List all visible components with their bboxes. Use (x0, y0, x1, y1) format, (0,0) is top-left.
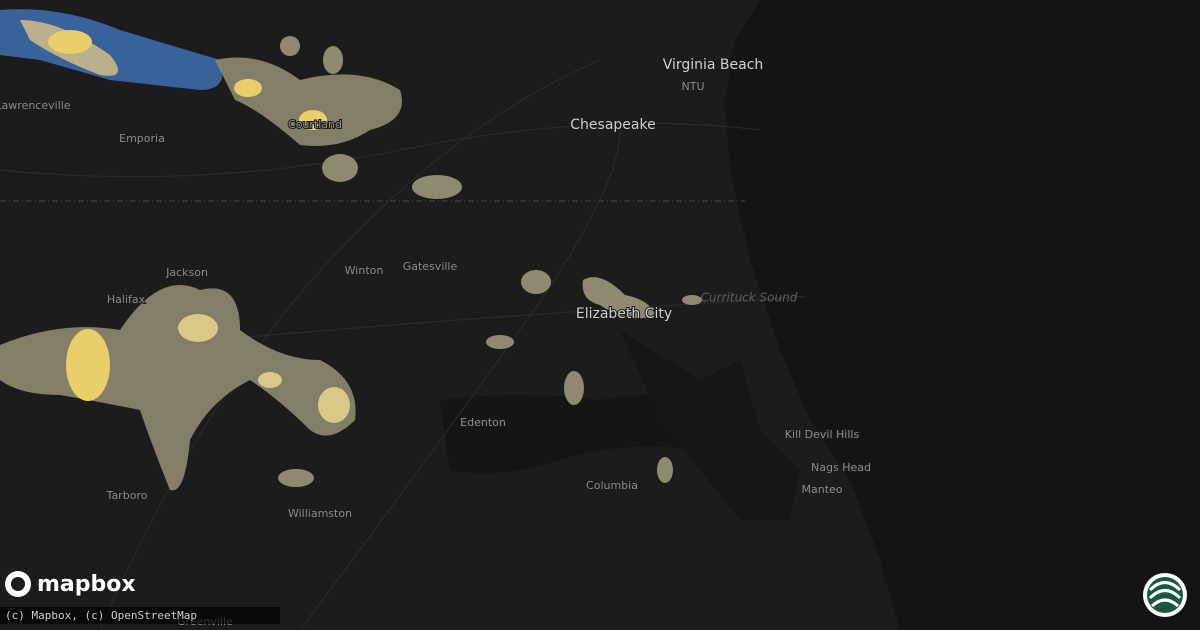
attribution-box (0, 607, 280, 624)
brand-badge (1143, 573, 1187, 617)
place-labels: Virginia Beach NTU Chesapeake Lawrenceville… (0, 56, 872, 629)
place-label: Emporia (119, 132, 165, 145)
logo-icon (11, 577, 25, 591)
radar-precipitation (0, 9, 702, 491)
place-label: Virginia Beach (663, 57, 764, 73)
ocean (725, 0, 1200, 630)
place-label: Currituck Sound (701, 291, 798, 305)
mapbox-logo: mapbox (5, 571, 136, 597)
place-label: Kill Devil Hills (785, 428, 860, 441)
place-label: NTU (682, 80, 705, 93)
place-label: Columbia (586, 479, 638, 492)
place-label: Jackson (165, 266, 208, 279)
logo-text: mapbox (37, 572, 136, 597)
sound-water (440, 394, 720, 474)
place-label: Tarboro (106, 489, 148, 502)
place-label: Nags Head (811, 461, 871, 474)
place-label: Lawrenceville (0, 99, 71, 112)
attribution[interactable]: (c) Mapbox, (c) OpenStreetMap (5, 609, 197, 622)
place-label: Williamston (288, 507, 352, 520)
place-label: Gatesville (403, 260, 458, 273)
place-label: Halifax (107, 293, 146, 306)
place-label: Winton (345, 264, 384, 277)
place-label: Courtland (288, 118, 342, 131)
place-label: Chesapeake (570, 117, 655, 133)
sound-water (620, 330, 800, 520)
place-label: Elizabeth City (576, 306, 672, 322)
place-label: Edenton (460, 416, 506, 429)
place-label: Manteo (801, 483, 842, 496)
